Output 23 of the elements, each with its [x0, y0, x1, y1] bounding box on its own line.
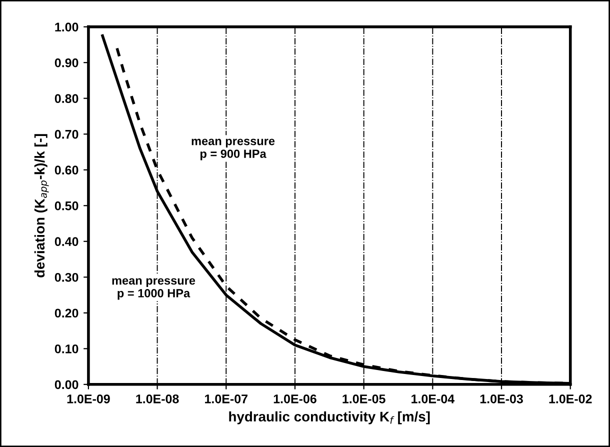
x-axis-title: hydraulic conductivity K$_{f}$ [m/s] — [229, 411, 430, 424]
y-tick-label: 0.40 — [54, 237, 78, 246]
x-tick-label: 1.0E-02 — [549, 394, 592, 404]
y-tick-label: 0.70 — [54, 130, 78, 139]
x-tick-label: 1.0E-03 — [480, 394, 523, 404]
x-tick-label: 1.0E-08 — [136, 394, 179, 404]
y-tick-label: 0.10 — [54, 344, 78, 354]
x-tick-label: 1.0E-06 — [274, 394, 316, 404]
y-tick-label: 1.00 — [55, 22, 78, 32]
x-tick-label: 1.0E-05 — [342, 394, 386, 404]
y-tick-label: 0.90 — [54, 58, 78, 68]
y-tick-label: 0.50 — [54, 201, 78, 210]
y-tick-label: 0.00 — [54, 380, 78, 390]
y-tick-label: 0.60 — [54, 166, 78, 175]
annotation: mean pressure p = 1000 HPa — [112, 278, 196, 300]
x-tick-label: 1.0E-04 — [412, 394, 454, 404]
annotation: mean pressure p = 900 HPa — [192, 138, 275, 160]
y-tick-label: 0.80 — [54, 94, 78, 103]
y-tick-label: 0.20 — [54, 308, 78, 318]
x-tick-label: 1.0E-09 — [67, 394, 110, 404]
y-axis-title: deviation (K$_{app}$-k)/k [-] — [34, 134, 49, 278]
y-tick-label: 0.30 — [54, 272, 78, 282]
x-tick-label: 1.0E-07 — [205, 394, 248, 404]
